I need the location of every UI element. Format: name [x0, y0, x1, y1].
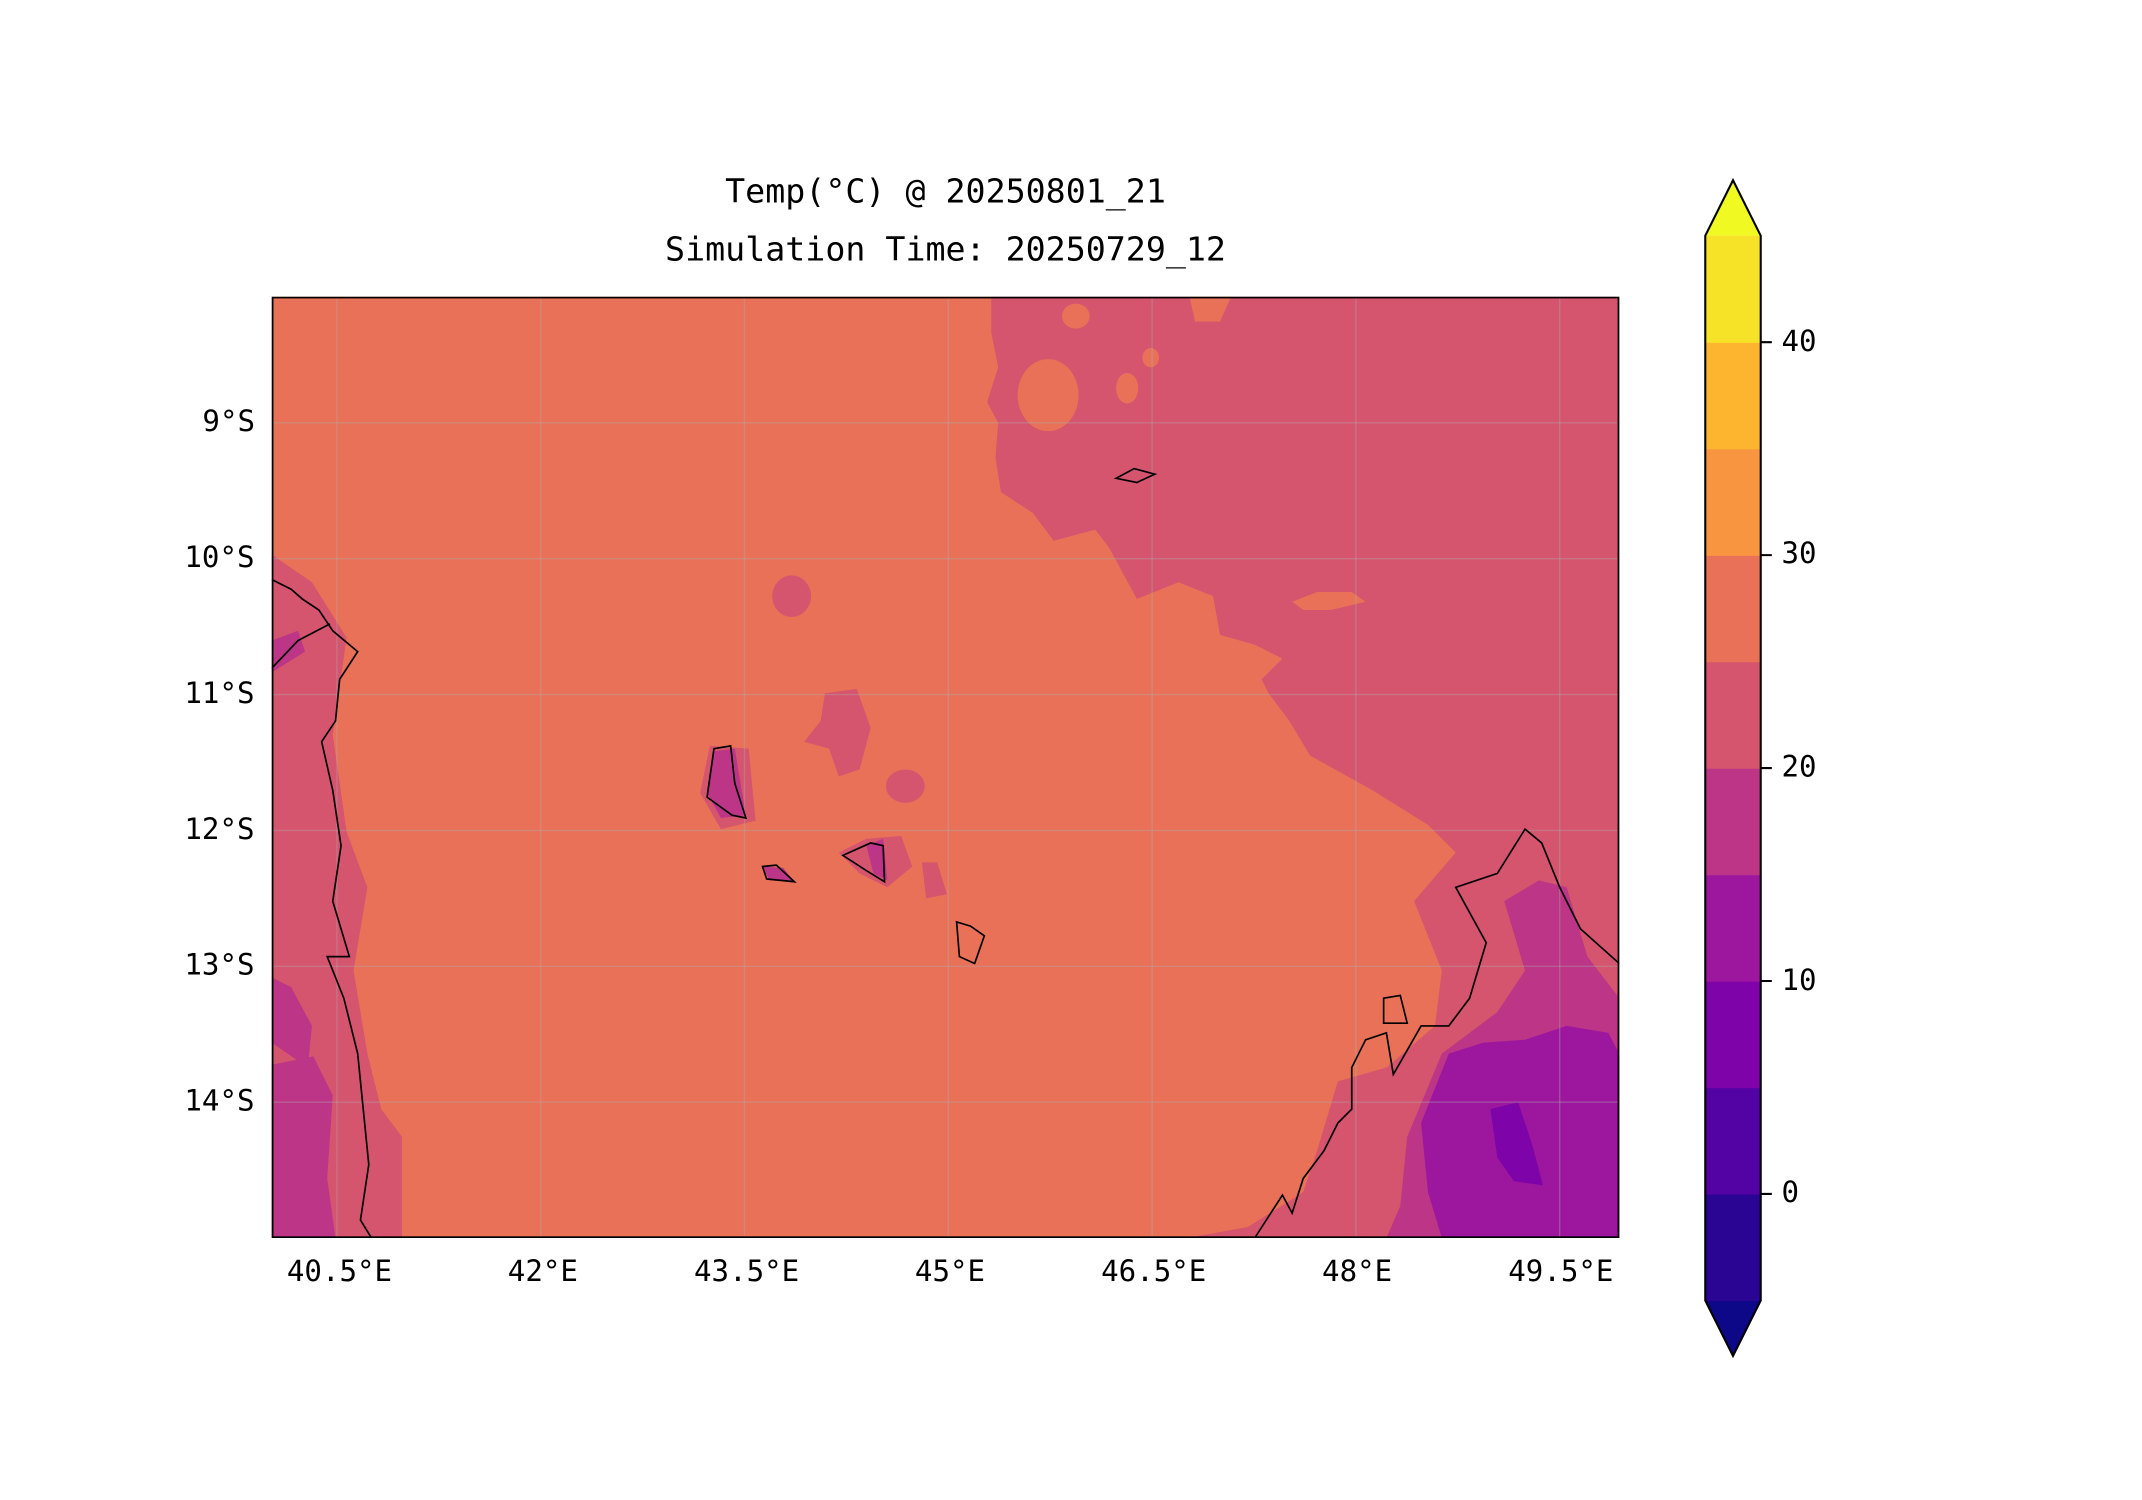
region-20-25-patch: [772, 575, 812, 617]
x-tick-label: 49.5°E: [1508, 1254, 1614, 1288]
region-25-30-patch: [1017, 359, 1079, 432]
colorbar-band: [1705, 1193, 1761, 1302]
colorbar-tick-label: 20: [1781, 750, 1817, 784]
colorbar-tick-label: 40: [1781, 324, 1817, 358]
temperature-map: [271, 296, 1620, 1239]
colorbar-band: [1705, 874, 1761, 982]
coastline-aldabra: [1113, 467, 1158, 484]
x-tick-label: 42°E: [507, 1254, 578, 1288]
x-tick-label: 40.5°E: [286, 1254, 393, 1288]
title-line-1: Temp(°C) @ 20250801_21: [725, 171, 1166, 211]
coastline-madagascar: [1253, 827, 1620, 1239]
colorbar-band: [1705, 981, 1761, 1089]
coastlines: [271, 467, 1620, 1239]
y-tick-label: 10°S: [184, 540, 255, 575]
colorbar-outline: [1704, 177, 1762, 1359]
colorbar-band: [1705, 342, 1761, 450]
title-line-2: Simulation Time: 20250729_12: [665, 230, 1226, 269]
colorbar-tick-label: 30: [1781, 537, 1817, 571]
coastline-africa-north: [271, 623, 331, 669]
colorbar-band: [1705, 1087, 1761, 1195]
y-tick-label: 12°S: [184, 812, 255, 846]
colorbar-band: [1705, 768, 1761, 876]
region-25-30-patch: [1292, 591, 1366, 611]
region-25-30-patch: [1189, 296, 1232, 322]
x-tick-label: 45°E: [914, 1254, 986, 1288]
region-20-25-patch: [921, 862, 947, 899]
region-25-30-patch: [1116, 372, 1139, 404]
colorbar-extend-over: [1705, 180, 1761, 236]
region-15-20-patch: [762, 866, 795, 882]
region-20-25-northeast: [987, 296, 1620, 1239]
colorbar-band: [1705, 448, 1761, 556]
colorbar-band: [1705, 555, 1761, 663]
region-20-25-patch: [804, 689, 871, 777]
colorbar-tick-label: 10: [1781, 962, 1817, 997]
coastline-grande-comore: [706, 744, 748, 820]
coastline-anjouan: [841, 842, 886, 884]
x-tick-label: 48°E: [1322, 1254, 1393, 1288]
colorbar-extend-under: [1705, 1300, 1761, 1356]
region-25-30-patch: [1061, 303, 1090, 329]
region-15-20-patch: [866, 838, 888, 881]
region-15-20-grande-comore: [707, 748, 746, 818]
region-15-20-west-2: [271, 1056, 336, 1239]
region-15-20-west-1: [271, 977, 312, 1068]
colorbar-band: [1705, 235, 1761, 343]
map-frame: [271, 296, 1620, 1239]
coastline-moheli: [761, 864, 797, 883]
y-tick-label: 9°S: [202, 404, 256, 439]
x-tick-label: 43.5°E: [694, 1254, 800, 1288]
region-25-30-patch: [1142, 347, 1160, 368]
colorbar: [1704, 177, 1772, 1359]
colorbar-band: [1705, 661, 1761, 769]
coastline-nosy-be: [1382, 994, 1409, 1024]
x-tick-label: 46.5°E: [1101, 1254, 1207, 1288]
colorbar-tick-label: 0: [1781, 1175, 1800, 1210]
y-tick-label: 13°S: [184, 948, 255, 982]
coastline-mayotte: [955, 920, 986, 965]
region-5-10-madagascar: [1490, 1102, 1544, 1186]
y-tick-label: 14°S: [184, 1084, 255, 1118]
region-20-25-patch: [885, 769, 925, 803]
coastline-africa: [271, 578, 373, 1239]
gridlines: [271, 296, 1620, 1239]
y-tick-label: 11°S: [184, 676, 255, 710]
